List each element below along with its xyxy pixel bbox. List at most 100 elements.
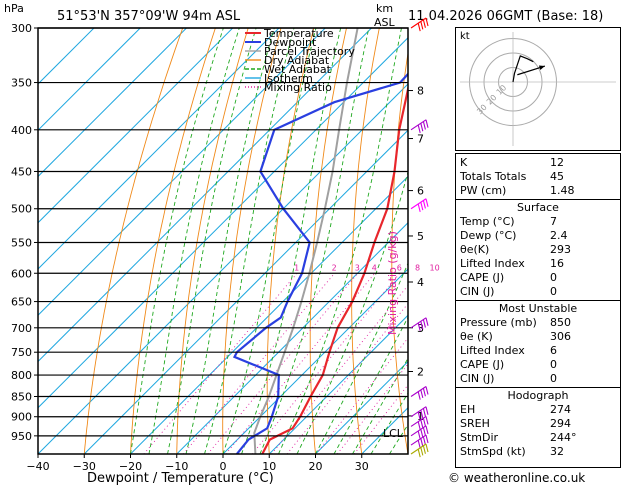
legend-isotherm: Isotherm	[245, 72, 313, 85]
wet-adiabat-line	[352, 357, 408, 454]
index-row: Dewp (°C) 2.4	[456, 229, 620, 243]
copyright: © weatheronline.co.uk	[448, 471, 585, 485]
y-tick-label: 450	[11, 165, 32, 178]
indices-table: K 12 Totals Totals 45 PW (cm) 1.48 Surface Temp…	[455, 153, 621, 468]
index-label: Lifted Index	[460, 257, 525, 270]
mixing-ratio-tick-label: 2	[332, 263, 337, 272]
wind-barb-feather	[417, 421, 421, 430]
index-value: 274	[550, 403, 571, 416]
index-label: SREH	[460, 417, 490, 430]
legend-label: Parcel Trajectory	[264, 45, 355, 58]
wind-barb-feather	[425, 317, 429, 326]
index-value: 1.48	[550, 184, 575, 197]
index-value: 2.4	[550, 229, 568, 242]
hodograph-trace	[512, 55, 534, 83]
legend-label: Isotherm	[264, 72, 313, 85]
index-value: 12	[550, 156, 564, 169]
wind-barb-feather	[425, 17, 429, 27]
x-tick-label: −10	[165, 460, 188, 473]
index-row: CAPE (J) 0	[456, 358, 620, 372]
y-tick-label: 400	[11, 124, 32, 137]
mixing-ratio-line	[143, 273, 298, 454]
hodograph-arrow-head	[538, 65, 545, 70]
km-tick-label: 5	[417, 230, 424, 243]
section-title: Most Unstable	[498, 302, 578, 315]
km-tick-label: 1	[417, 410, 424, 423]
wind-barb-feather	[420, 429, 424, 438]
wind-barb-shaft	[410, 425, 427, 437]
x-tick-label: 0	[220, 460, 227, 473]
index-label: PW (cm)	[460, 184, 507, 197]
index-row: Pressure (mb) 850	[456, 316, 620, 330]
legend-wet-adiabat: Wet Adiabat	[245, 63, 332, 76]
wind-barb-feather	[425, 198, 429, 207]
index-label: CAPE (J)	[460, 271, 505, 284]
wind-barb-shaft	[410, 406, 427, 418]
dry-adiabat-line	[130, 28, 216, 454]
index-value: 32	[550, 445, 564, 458]
wind-barb-feather	[420, 447, 424, 456]
mixing-ratio-tick-label: 8	[415, 263, 420, 272]
index-value: 306	[550, 330, 571, 343]
wind-barb-feather	[422, 408, 426, 417]
km-tick-label: 3	[417, 322, 424, 335]
isotherm-line	[38, 28, 280, 270]
legend-mixing-ratio: Mixing Ratio	[245, 81, 332, 94]
wind-barb-feather	[422, 427, 426, 436]
dry-adiabat-line	[431, 28, 455, 454]
dry-adiabat-line	[176, 28, 249, 454]
hodograph-unit: kt	[460, 31, 470, 42]
isotherm-line	[38, 83, 408, 454]
wind-barb	[410, 198, 429, 212]
y-tick-label: 300	[11, 22, 32, 35]
x-tick-label: 30	[355, 460, 369, 473]
index-row: θe(K) 293	[456, 243, 620, 257]
index-row: StmSpd (kt) 32	[456, 445, 620, 459]
index-value: 294	[550, 417, 571, 430]
index-value: 7	[550, 215, 557, 228]
table-divider	[456, 300, 620, 301]
wind-barb-feather	[417, 430, 421, 440]
wind-barb-feather	[417, 448, 421, 458]
index-value: 244°	[550, 431, 577, 444]
index-label: Dewp (°C)	[460, 229, 517, 242]
index-label: CIN (J)	[460, 285, 495, 298]
isotherm-line	[222, 268, 408, 454]
km-tick-label: 6	[417, 185, 424, 198]
mixing-ratio-line	[182, 273, 335, 454]
y-tick-label: 500	[11, 203, 32, 216]
wind-barb-feather	[420, 419, 424, 428]
mixing-ratio-axis-label: Mixing Ratio (g/kg)	[386, 231, 399, 335]
x-tick-label: 10	[262, 460, 276, 473]
y-tick-label: 900	[11, 411, 32, 424]
index-label: Temp (°C)	[460, 215, 515, 228]
mixing-ratio-tick-label: 6	[397, 263, 402, 272]
mixing-ratio-tick-label: 4	[372, 263, 377, 272]
wind-barb-feather	[417, 22, 421, 32]
index-label: Totals Totals	[460, 170, 527, 183]
index-row: CIN (J) 0	[456, 372, 620, 386]
wind-barb	[410, 406, 429, 420]
km-label: km	[376, 2, 393, 15]
wind-barb-feather	[420, 321, 424, 330]
legend-temperature: Temperature	[245, 27, 334, 40]
table-divider	[456, 199, 620, 200]
isotherm-line	[38, 28, 326, 316]
legend-parcel-trajectory: Parcel Trajectory	[245, 45, 355, 58]
wind-barb-shaft	[410, 386, 427, 397]
index-label: K	[460, 156, 468, 169]
y-tick-label: 700	[11, 322, 32, 335]
wind-barb	[410, 443, 429, 458]
index-value: 0	[550, 271, 557, 284]
mixing-ratio-tick-label: 1	[294, 263, 299, 272]
index-value: 850	[550, 316, 571, 329]
legend-label: Mixing Ratio	[264, 81, 332, 94]
x-tick-label: −30	[73, 460, 96, 473]
wind-barb-feather	[417, 203, 421, 212]
km-tick-label: 2	[417, 365, 424, 378]
isotherm-line	[38, 28, 234, 224]
asl-label: ASL	[374, 16, 396, 29]
wind-barb-shaft	[410, 415, 427, 427]
index-label: StmDir	[460, 431, 499, 444]
wind-barb-shaft	[410, 17, 427, 29]
